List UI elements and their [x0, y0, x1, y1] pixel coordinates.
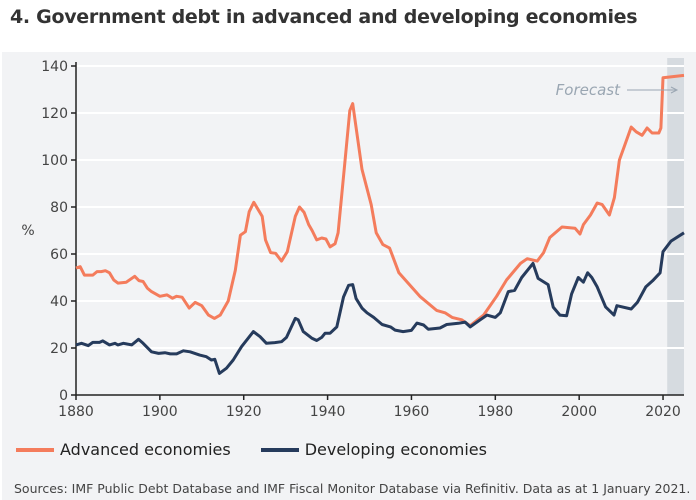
legend-label-advanced: Advanced economies	[60, 440, 231, 459]
forecast-arrow-icon	[670, 86, 679, 94]
x-tick-label: 2020	[645, 404, 681, 420]
source-note: Sources: IMF Public Debt Database and IM…	[14, 481, 691, 496]
legend-swatch-developing	[260, 447, 299, 452]
forecast-label: Forecast	[556, 81, 621, 99]
y-axis-label: %	[21, 223, 34, 239]
forecast-shade	[667, 58, 684, 395]
legend-swatch-advanced	[16, 447, 54, 452]
x-tick-label: 1900	[142, 404, 178, 420]
y-tick-label: 120	[41, 106, 68, 122]
y-tick-label: 40	[50, 294, 68, 310]
y-tick-label: 20	[50, 341, 68, 357]
chart-title: 4. Government debt in advanced and devel…	[10, 6, 638, 28]
y-tick-label: 0	[59, 388, 68, 404]
series-line-advanced	[75, 73, 685, 328]
line-chart: 0 20 40 60 80 100 120 140 1880 1900 1920 1940 1960 19…	[21, 58, 685, 420]
legend-item-developing: Developing economies	[260, 440, 487, 459]
legend: Advanced economies Developing economies	[16, 440, 487, 459]
series-line-developing	[75, 231, 685, 375]
y-tick-label: 80	[50, 200, 68, 216]
x-tick-label: 1980	[477, 404, 513, 420]
x-tick-label: 1960	[394, 404, 430, 420]
y-tick-label: 140	[41, 59, 68, 75]
legend-label-developing: Developing economies	[304, 440, 487, 459]
x-tick-label: 1880	[58, 404, 94, 420]
x-tick-label: 1940	[310, 404, 346, 420]
legend-item-advanced: Advanced economies	[16, 440, 231, 459]
x-tick-label: 1920	[226, 404, 262, 420]
y-tick-label: 100	[41, 153, 68, 169]
y-tick-label: 60	[50, 247, 68, 263]
x-tick-label: 2000	[561, 404, 597, 420]
